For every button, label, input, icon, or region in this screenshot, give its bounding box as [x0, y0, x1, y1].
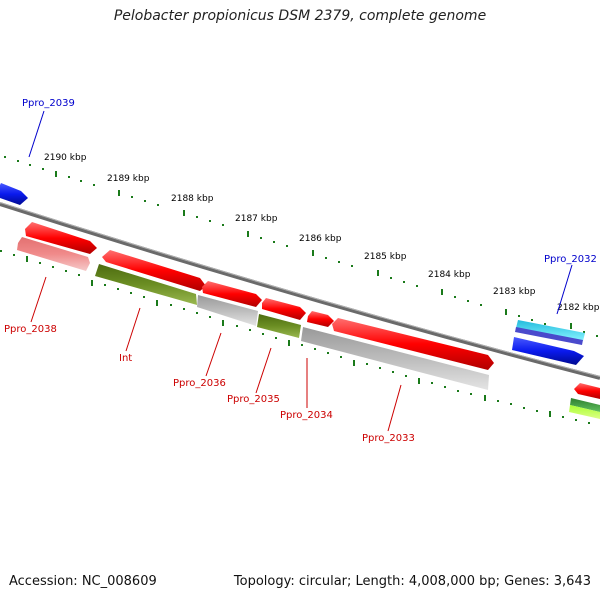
kbp-tick-label: 2185 kbp [364, 252, 407, 262]
gene-ppro-2036[interactable] [197, 281, 262, 326]
gene-label-ppro-2036[interactable]: Ppro_2036 [173, 378, 226, 389]
gene-ppro-2034[interactable] [307, 311, 334, 327]
gene-label-int[interactable]: Int [119, 353, 132, 364]
gene-label-ppro-2038[interactable]: Ppro_2038 [4, 324, 57, 335]
callout-line [30, 276, 47, 323]
callout-line [387, 384, 402, 432]
kbp-tick-label: 2184 kbp [428, 270, 471, 280]
callout-line [125, 307, 141, 352]
outer-tick-ring [4, 156, 598, 337]
callout-line [556, 264, 573, 315]
kbp-tick-label: 2182 kbp [557, 303, 600, 313]
gene-label-ppro-2032[interactable]: Ppro_2032 [544, 254, 597, 265]
callout-line [28, 110, 45, 158]
gene-label-ppro-2039[interactable]: Ppro_2039 [22, 98, 75, 109]
gene-int[interactable] [95, 264, 197, 305]
kbp-tick-label: 2190 kbp [44, 153, 87, 163]
gene-ppro-2037[interactable] [102, 250, 206, 291]
kbp-tick-label: 2188 kbp [171, 194, 214, 204]
gene-label-ppro-2035[interactable]: Ppro_2035 [227, 394, 280, 405]
map-title: Pelobacter propionicus DSM 2379, complet… [113, 8, 487, 24]
kbp-tick-label: 2183 kbp [493, 287, 536, 297]
gene-ppro-2039[interactable] [0, 183, 28, 205]
kbp-tick-label: 2189 kbp [107, 174, 150, 184]
kbp-tick-label: 2186 kbp [299, 234, 342, 244]
gene-ppro-2038[interactable] [17, 222, 97, 271]
gene-ppro-2033[interactable] [301, 318, 494, 390]
accession-text: Accession: NC_008609 [9, 574, 157, 589]
gene-label-ppro-2034[interactable]: Ppro_2034 [280, 410, 333, 421]
topology-text: Topology: circular; Length: 4,008,000 bp… [233, 574, 591, 589]
inner-tick-ring [0, 250, 590, 424]
kbp-tick-label: 2187 kbp [235, 214, 278, 224]
genome-backbone [0, 202, 600, 380]
gene-ppro-2035[interactable] [257, 298, 306, 338]
backbone-highlight [0, 202, 600, 377]
gene-ppro-2032[interactable] [512, 320, 585, 365]
gene-label-ppro-2033[interactable]: Ppro_2033 [362, 433, 415, 444]
gene-right-edge[interactable] [569, 383, 600, 419]
callout-line [205, 332, 222, 377]
callout-line [255, 347, 272, 394]
